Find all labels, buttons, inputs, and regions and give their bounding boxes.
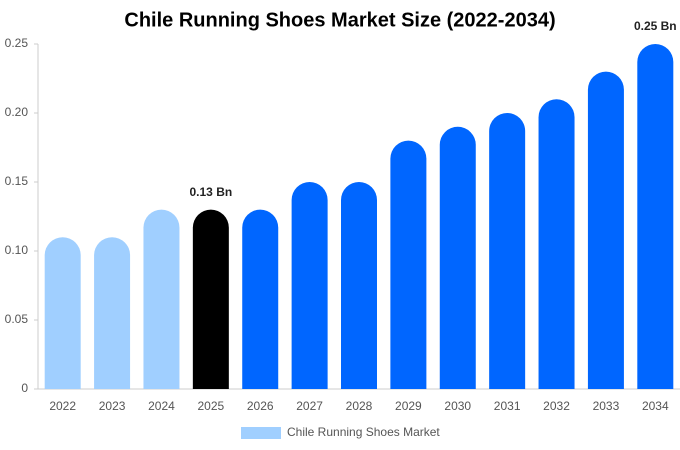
- bar: [489, 112, 526, 389]
- x-tick-label: 2022: [49, 399, 76, 413]
- x-tick-label: 2029: [395, 399, 422, 413]
- bar: [44, 237, 81, 389]
- y-tick-label: 0.15: [5, 174, 29, 188]
- x-tick-label: 2033: [593, 399, 620, 413]
- y-tick-label: 0.05: [5, 312, 29, 326]
- value-label: 0.25 Bn: [634, 19, 677, 33]
- x-tick-label: 2028: [346, 399, 373, 413]
- bar: [637, 44, 674, 389]
- bar: [192, 209, 229, 389]
- y-tick-label: 0: [21, 381, 28, 395]
- bar: [341, 182, 377, 389]
- x-tick-label: 2030: [444, 399, 471, 413]
- bar: [439, 126, 476, 389]
- x-tick-label: 2023: [99, 399, 126, 413]
- y-tick-label: 0.10: [5, 243, 29, 257]
- chart-title: Chile Running Shoes Market Size (2022-20…: [124, 9, 555, 31]
- y-tick-label: 0.25: [5, 36, 29, 50]
- bar: [538, 99, 575, 389]
- y-tick-label: 0.20: [5, 105, 29, 119]
- x-tick-label: 2025: [197, 399, 224, 413]
- bar: [291, 182, 328, 389]
- bar: [587, 71, 624, 389]
- value-label: 0.13 Bn: [190, 185, 233, 199]
- x-tick-label: 2031: [494, 399, 521, 413]
- bar: [94, 237, 131, 389]
- x-tick-label: 2026: [247, 399, 274, 413]
- bar: [390, 140, 427, 389]
- x-tick-label: 2027: [296, 399, 323, 413]
- bar: [242, 209, 279, 389]
- bar: [143, 209, 180, 389]
- legend-swatch: [241, 427, 281, 439]
- x-tick-label: 2024: [148, 399, 175, 413]
- legend-label: Chile Running Shoes Market: [287, 425, 440, 439]
- x-tick-label: 2032: [543, 399, 570, 413]
- x-tick-label: 2034: [642, 399, 669, 413]
